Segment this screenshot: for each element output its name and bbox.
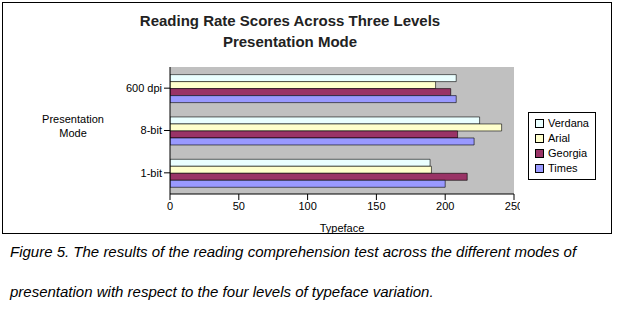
svg-text:1-bit: 1-bit [141, 167, 162, 179]
svg-text:Typeface: Typeface [320, 222, 365, 234]
html-text:Georgia: Georgia [548, 147, 588, 159]
html-text:Reading Rate Scores Across Thr: Reading Rate Scores Across Three Levels … [139, 12, 441, 50]
html-text:Arial: Arial [548, 132, 570, 144]
html-text:Presentation Mode: Presentation Mode [42, 113, 104, 139]
html-text:Verdana: Verdana [548, 117, 589, 129]
svg-text:250: 250 [505, 200, 520, 212]
svg-text:100: 100 [298, 200, 316, 212]
svg-text:50: 50 [233, 200, 245, 212]
svg-text:600 dpi: 600 dpi [126, 82, 162, 94]
svg-text:150: 150 [367, 200, 385, 212]
svg-text:0: 0 [167, 200, 173, 212]
html-text:Times: Times [548, 162, 578, 174]
svg-text:8-bit: 8-bit [141, 124, 162, 136]
svg-text:200: 200 [436, 200, 454, 212]
html-text:Figure 5. The results of the r: Figure 5. The results of the reading com… [10, 243, 577, 300]
